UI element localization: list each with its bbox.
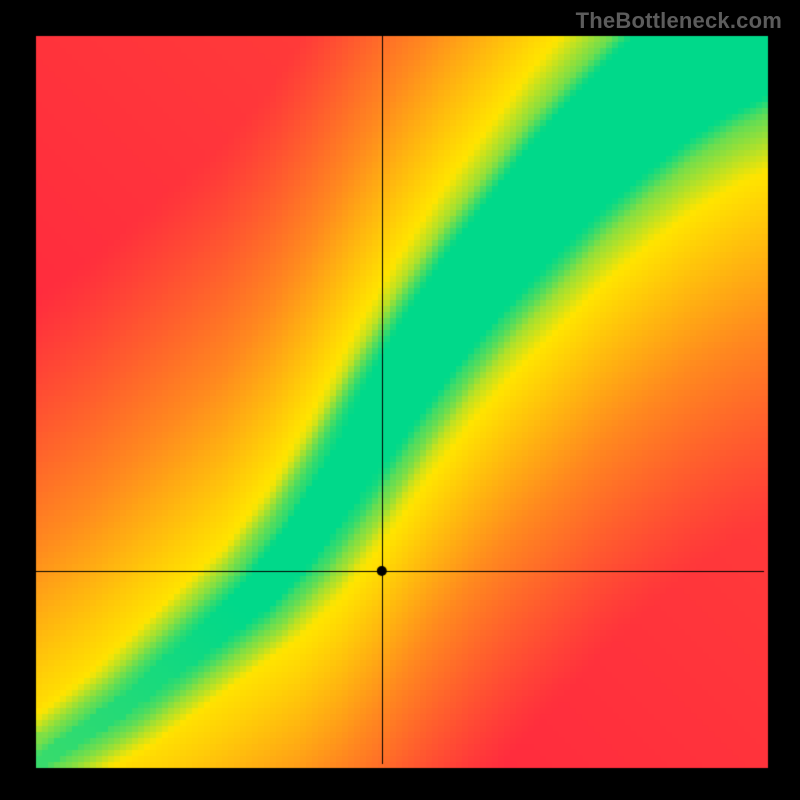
watermark-text: TheBottleneck.com (576, 8, 782, 34)
heatmap-canvas (0, 0, 800, 800)
chart-container: TheBottleneck.com (0, 0, 800, 800)
